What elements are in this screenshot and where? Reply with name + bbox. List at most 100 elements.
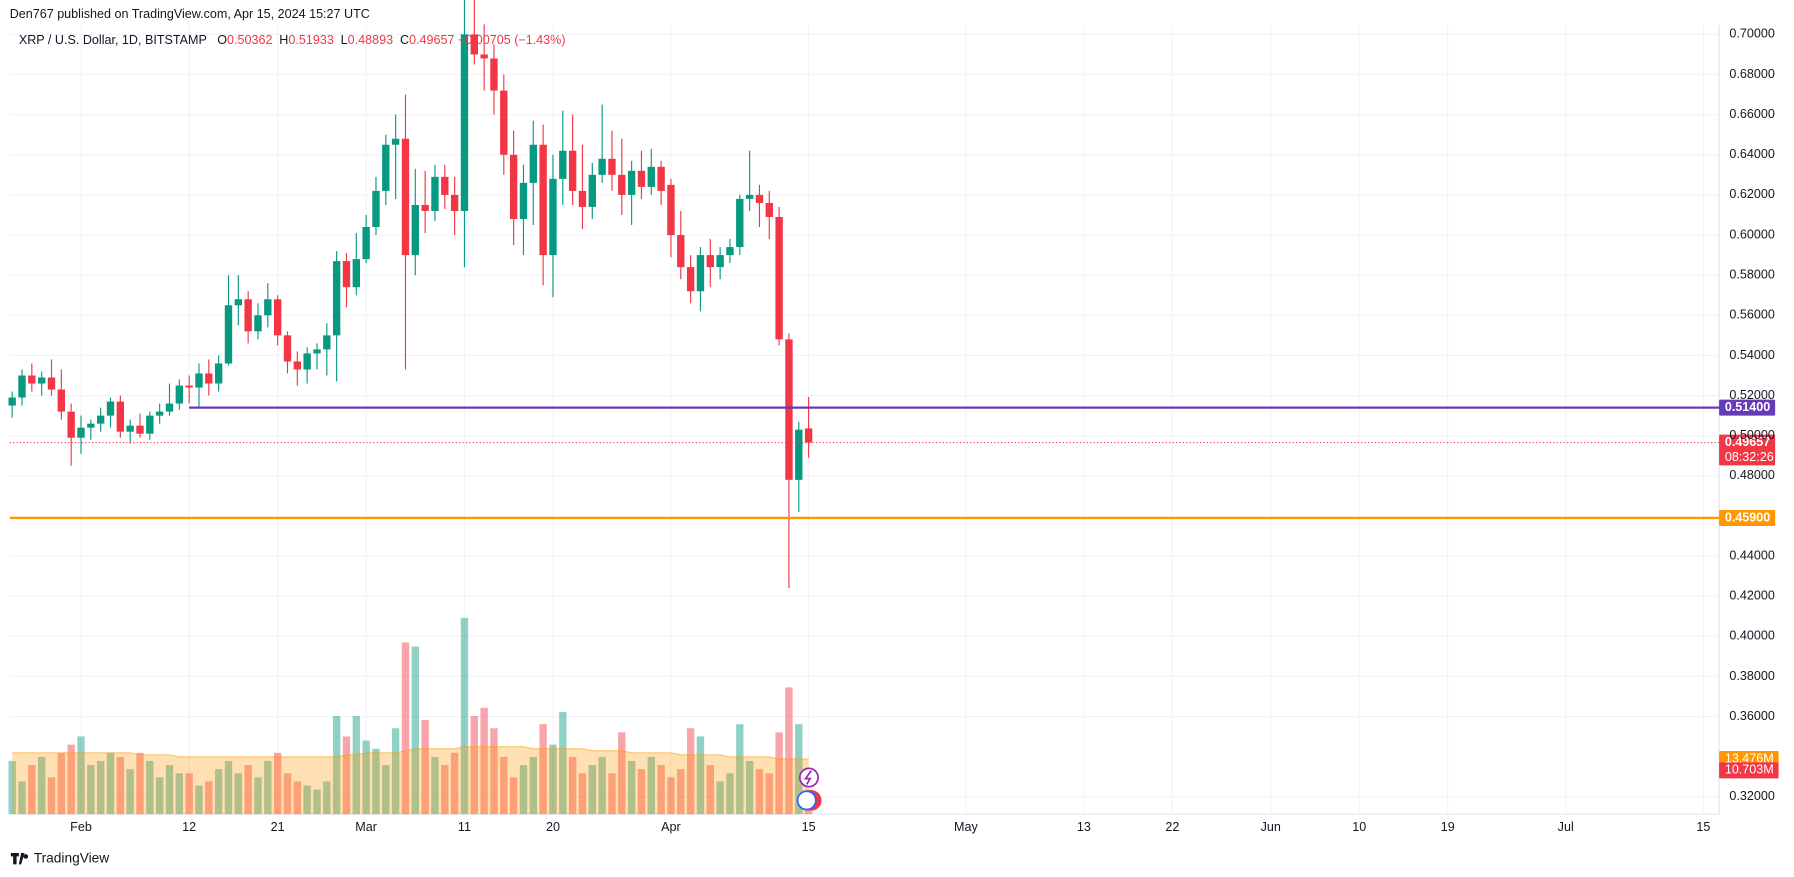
candle-body: [726, 247, 734, 256]
candles: [8, 0, 813, 589]
volume-bar: [519, 765, 528, 815]
candle-body: [323, 335, 331, 350]
volume-bar: [598, 756, 606, 815]
y-tick-label: 0.40000: [1729, 629, 1774, 643]
ohlc-value: 0.50362: [227, 33, 272, 47]
volume-bar: [450, 752, 459, 815]
grid: [9, 25, 1720, 815]
candle-body: [362, 227, 370, 260]
volume-bar: [342, 736, 351, 815]
volume-bar: [273, 752, 282, 815]
volume-bar: [716, 781, 724, 815]
volume-bar: [67, 744, 75, 815]
candle-body: [342, 261, 351, 288]
candle-body: [18, 375, 26, 398]
volume-bar: [667, 777, 675, 815]
candle-body: [205, 373, 213, 384]
candle-body: [490, 58, 498, 91]
candle-body: [106, 401, 115, 416]
candle-body: [126, 425, 134, 432]
candle-body: [96, 415, 105, 424]
volume-bar: [588, 765, 596, 815]
volume-bar: [480, 707, 488, 815]
volume-ma-area: [12, 746, 809, 815]
candle-body: [244, 299, 252, 332]
volume-bar: [155, 777, 164, 815]
y-tick-label: 0.48000: [1729, 468, 1774, 482]
level-label-box: [1719, 509, 1776, 526]
last-price-label: 0.49657: [1725, 435, 1770, 449]
candle-body: [618, 174, 626, 195]
candle-body: [677, 235, 685, 268]
candle-body: [686, 267, 695, 292]
candle-body: [372, 190, 380, 228]
volume-bar: [293, 781, 302, 815]
volume-bar: [382, 765, 390, 815]
volume-bar: [146, 760, 154, 815]
y-tick-label: 0.32000: [1729, 789, 1774, 803]
volume-bar: [627, 760, 636, 815]
candle-body: [470, 34, 478, 55]
candle-body: [706, 255, 714, 268]
candle-body: [431, 176, 439, 211]
x-tick-label: Feb: [70, 820, 92, 834]
volume-bar: [736, 724, 744, 815]
volume-label-box: [1719, 762, 1779, 779]
volume-label: 13.476M: [1725, 751, 1774, 765]
volume-bar: [549, 744, 557, 815]
candle-body: [57, 389, 66, 412]
ohlc-key: O: [217, 33, 227, 47]
ohlc: O0.50362 H0.51933 L0.48893 C0.49657: [217, 33, 454, 47]
candle-body: [391, 138, 400, 145]
candle-body: [578, 190, 587, 207]
volume-bar: [47, 777, 56, 815]
candle-body: [549, 178, 557, 256]
candle-body: [195, 373, 203, 388]
volume-label: 10.703M: [1725, 763, 1774, 777]
y-tick-label: 0.64000: [1729, 147, 1774, 161]
volume-bar: [224, 760, 233, 815]
y-tick-label: 0.38000: [1729, 669, 1774, 683]
volume-bar: [411, 646, 419, 815]
candle-body: [529, 144, 537, 183]
volume-bar: [185, 773, 193, 815]
y-tick-label: 0.42000: [1729, 589, 1774, 603]
candle-body: [214, 363, 223, 384]
brand-name: TradingView: [34, 850, 110, 865]
axes: 0.32000 0.36000 0.38000 0.40000 0.42000 0.440…: [70, 27, 1775, 834]
candle-body: [224, 305, 233, 364]
candle-body: [67, 411, 75, 438]
x-tick-label: 15: [1696, 820, 1710, 834]
candle-body: [155, 411, 164, 416]
volume-bar: [745, 760, 754, 815]
volume-bar: [785, 687, 793, 815]
y-tick-label: 0.68000: [1729, 67, 1774, 81]
volume-bar: [136, 752, 144, 815]
volume-bar: [441, 765, 449, 815]
volume-bar: [470, 716, 478, 815]
level-label: 0.45900: [1725, 510, 1770, 524]
x-tick-label: Jun: [1261, 820, 1281, 834]
volume-bar: [559, 711, 567, 815]
volume-bar: [726, 773, 734, 815]
volume-bar: [323, 781, 331, 815]
candle-body: [647, 166, 655, 187]
x-tick-label: 11: [458, 820, 471, 834]
volume-bar: [490, 728, 498, 815]
volume-bar: [372, 748, 380, 815]
volume-bar: [96, 760, 105, 815]
volume-bar: [8, 760, 16, 815]
x-tick-label: 13: [1077, 820, 1091, 834]
candle-body: [785, 339, 793, 480]
volume-bar: [77, 736, 85, 815]
candle-body: [637, 170, 646, 187]
candle-body: [480, 54, 488, 59]
candle-body: [185, 385, 193, 388]
candle-body: [795, 429, 803, 480]
volume-bar: [421, 720, 429, 815]
candle-body: [627, 170, 636, 195]
x-tick-label: 12: [182, 820, 196, 834]
candle-body: [175, 385, 184, 404]
